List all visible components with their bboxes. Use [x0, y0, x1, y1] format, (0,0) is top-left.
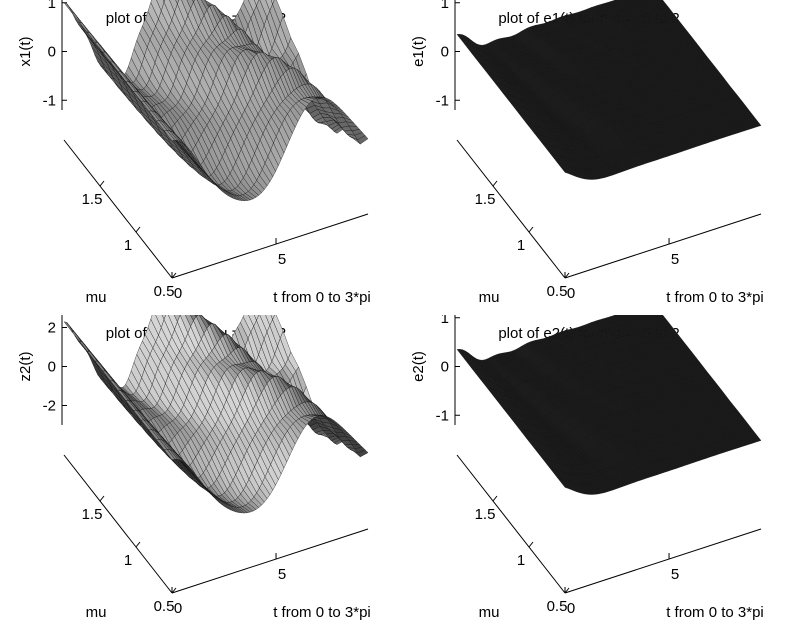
mu-tick-mark — [528, 541, 534, 548]
mu-tick-label: 1.5 — [475, 191, 496, 208]
mu-axis-label: mu — [479, 604, 500, 621]
mu-tick-mark — [135, 541, 141, 548]
surface-patch — [192, 0, 195, 3]
surface-patch — [270, 0, 275, 5]
mu-tick-mark — [492, 495, 498, 502]
z-axis-label: e1(t) — [410, 36, 427, 67]
panel-x1: plot of x1(t) for mu = .5 to 210-1x1(t)0… — [0, 0, 393, 315]
z-tick-label: 0 — [441, 359, 449, 376]
z-tick-label: -1 — [436, 92, 449, 109]
mu-tick-label: 1.5 — [82, 506, 103, 523]
mu-tick-mark — [135, 226, 141, 233]
surface-patch — [270, 315, 275, 320]
mu-axis-line — [456, 139, 566, 279]
surface-plot-e1: plot of e1(t) for mu = .5 to 210-1e1(t)0… — [410, 0, 764, 306]
mu-axis-label: mu — [479, 289, 500, 306]
mu-tick-mark — [528, 226, 534, 233]
surface-patch — [173, 315, 181, 323]
z-tick-label: 1 — [441, 0, 449, 12]
mu-axis-line — [63, 454, 173, 594]
surface-patch — [254, 0, 260, 7]
mu-tick-label: 0.5 — [547, 598, 568, 615]
surface-patch — [357, 449, 369, 458]
mu-axis-label: mu — [86, 289, 107, 306]
mu-tick-mark — [171, 272, 177, 279]
surface-plot-z2: plot of z2(t) for mu = .5 to 220-2z2(t)0… — [17, 315, 371, 621]
surface-patch — [750, 115, 762, 127]
z-tick-label: -1 — [43, 92, 56, 109]
surface-patch — [161, 315, 166, 320]
z-tick-label: -2 — [43, 398, 56, 415]
surface-patch — [357, 135, 369, 145]
z-axis-label: e2(t) — [410, 351, 427, 382]
t-axis-line — [564, 213, 762, 279]
mu-axis-label: mu — [86, 604, 107, 621]
t-tick-label: 5 — [671, 566, 679, 583]
mu-axis-line — [456, 454, 566, 594]
t-tick-label: 5 — [278, 251, 286, 268]
t-axis-label: t from 0 to 3*pi — [273, 604, 371, 621]
z-tick-label: 1 — [48, 0, 56, 12]
surface-mesh — [456, 0, 762, 180]
t-axis-line — [171, 528, 369, 594]
mu-tick-mark — [564, 272, 570, 279]
z-tick-label: 2 — [48, 320, 56, 337]
panel-e2: plot of e2(t) for mu = .5 to 210-1e2(t)0… — [393, 315, 786, 630]
surface-patch — [254, 315, 260, 321]
surface-patch — [175, 0, 180, 5]
mu-tick-label: 1 — [124, 237, 132, 254]
t-tick-label: 0 — [174, 285, 182, 302]
t-tick-label: 5 — [671, 251, 679, 268]
mu-tick-mark — [171, 587, 177, 594]
t-tick-label: 0 — [567, 285, 575, 302]
mu-tick-label: 0.5 — [547, 283, 568, 300]
t-axis-label: t from 0 to 3*pi — [666, 289, 764, 306]
mu-tick-label: 1 — [517, 237, 525, 254]
mu-tick-label: 0.5 — [154, 598, 175, 615]
surface-patch — [162, 0, 165, 3]
surface-plot-x1: plot of x1(t) for mu = .5 to 210-1x1(t)0… — [17, 0, 371, 306]
z-tick-label: -1 — [436, 407, 449, 424]
mu-tick-label: 0.5 — [154, 283, 175, 300]
mu-tick-label: 1 — [517, 552, 525, 569]
z-tick-label: 0 — [441, 44, 449, 61]
z-tick-label: 0 — [48, 359, 56, 376]
panel-z2: plot of z2(t) for mu = .5 to 220-2z2(t)0… — [0, 315, 393, 630]
z-tick-label: 0 — [48, 44, 56, 61]
mu-tick-mark — [99, 180, 105, 187]
surface-patch — [750, 430, 762, 442]
surface-mesh — [63, 0, 369, 202]
mu-axis-line — [63, 139, 173, 279]
z-axis-label: x1(t) — [17, 36, 34, 66]
mu-tick-mark — [492, 180, 498, 187]
mu-tick-label: 1.5 — [82, 191, 103, 208]
t-axis-line — [564, 528, 762, 594]
t-axis-label: t from 0 to 3*pi — [666, 604, 764, 621]
mu-tick-mark — [99, 495, 105, 502]
mu-tick-label: 1.5 — [475, 506, 496, 523]
t-tick-label: 0 — [174, 600, 182, 617]
t-tick-label: 5 — [278, 566, 286, 583]
mu-tick-label: 1 — [124, 552, 132, 569]
t-axis-label: t from 0 to 3*pi — [273, 289, 371, 306]
mu-tick-mark — [564, 587, 570, 594]
surface-mesh — [63, 315, 369, 514]
surface-plot-e2: plot of e2(t) for mu = .5 to 210-1e2(t)0… — [410, 315, 764, 621]
panel-e1: plot of e1(t) for mu = .5 to 210-1e1(t)0… — [393, 0, 786, 315]
surface-mesh — [456, 315, 762, 495]
z-axis-label: z2(t) — [17, 351, 34, 381]
t-axis-line — [171, 213, 369, 279]
z-tick-label: 1 — [441, 315, 449, 327]
t-tick-label: 0 — [567, 600, 575, 617]
